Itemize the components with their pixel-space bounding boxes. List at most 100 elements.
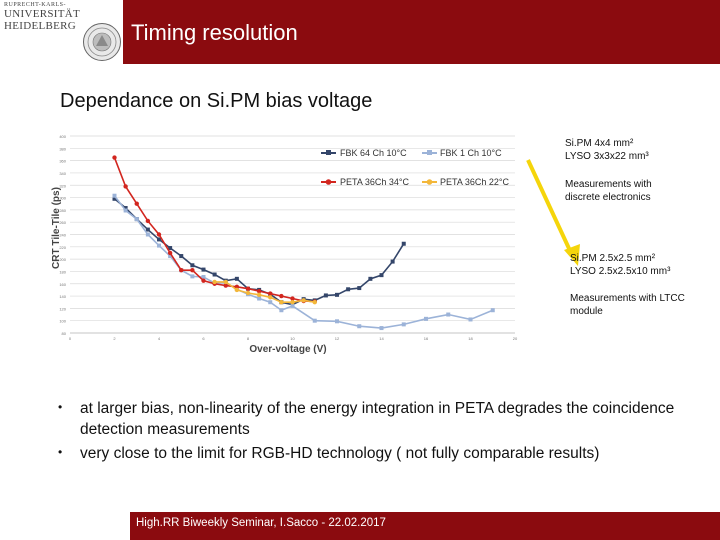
annotation-sipm-2-5: Si.PM 2.5x2.5 mm² LYSO 2.5x2.5x10 mm³ <box>570 252 670 278</box>
data-point <box>179 254 184 259</box>
y-tick-label: 220 <box>59 245 66 250</box>
university-seal-icon <box>83 23 121 61</box>
x-tick-label: 0 <box>69 336 72 341</box>
y-tick-label: 240 <box>59 233 66 238</box>
data-point <box>257 296 262 301</box>
data-point <box>490 308 495 313</box>
slide-subtitle: Dependance on Si.PM bias voltage <box>60 90 373 112</box>
y-tick-label: 360 <box>59 159 66 164</box>
data-point <box>368 276 373 281</box>
data-point <box>145 232 150 237</box>
y-tick-label: 80 <box>62 331 67 336</box>
y-axis-label: CRT Tile-Tile (ps) <box>51 187 62 269</box>
data-point <box>212 279 217 285</box>
data-point <box>290 300 295 305</box>
arrow-head-icon <box>564 244 580 266</box>
data-point <box>112 196 117 201</box>
x-tick-label: 20 <box>513 336 518 341</box>
y-tick-label: 100 <box>59 319 66 324</box>
data-point <box>379 326 384 331</box>
chart-series <box>112 155 495 331</box>
data-point <box>312 300 317 305</box>
data-point <box>357 324 362 329</box>
bullet-item: • very close to the limit for RGB-HD tec… <box>58 443 708 464</box>
y-tick-label: 280 <box>59 208 66 213</box>
data-point <box>245 290 251 296</box>
data-point <box>223 279 228 285</box>
x-tick-label: 14 <box>379 336 384 341</box>
bullet-item: • at larger bias, non-linearity of the e… <box>58 398 708 440</box>
annotation-discrete-line1: Measurements with <box>565 179 652 190</box>
bullet-text: very close to the limit for RGB-HD techn… <box>80 445 600 462</box>
data-point <box>201 274 206 279</box>
data-point <box>268 300 273 305</box>
footer-bar <box>130 512 720 540</box>
y-tick-label: 160 <box>59 282 66 287</box>
data-point <box>256 292 262 298</box>
y-tick-label: 380 <box>59 146 66 151</box>
data-point <box>157 237 161 242</box>
data-point <box>335 292 339 297</box>
data-point <box>401 322 406 327</box>
annotation-sipm-2-5-line1: Si.PM 2.5x2.5 mm² <box>570 253 656 264</box>
annotation-ltcc-line2: module <box>570 306 603 317</box>
bullet-dot-icon: • <box>58 445 63 459</box>
annotation-discrete-line2: discrete electronics <box>565 192 651 203</box>
x-axis-label: Over-voltage (V) <box>249 344 326 355</box>
arrow-shaft <box>526 159 574 256</box>
data-point <box>256 288 262 294</box>
data-point <box>401 241 406 246</box>
data-point <box>179 268 184 273</box>
data-point <box>279 308 284 313</box>
x-tick-label: 6 <box>202 336 205 341</box>
data-point <box>223 283 228 288</box>
university-line-1: RUPRECHT-KARLS- <box>4 2 66 8</box>
data-point <box>234 287 240 293</box>
data-point <box>312 318 317 323</box>
bullet-dot-icon: • <box>58 400 63 414</box>
university-wordmark: RUPRECHT-KARLS- UNIVERSITÄT HEIDELBERG <box>4 2 80 32</box>
x-tick-label: 10 <box>290 336 295 341</box>
y-tick-label: 180 <box>59 269 66 274</box>
chart-legend: FBK 64 Ch 10°C FBK 1 Ch 10°C PETA 36Ch 3… <box>321 148 509 187</box>
university-logo: RUPRECHT-KARLS- UNIVERSITÄT HEIDELBERG <box>0 0 80 66</box>
data-point <box>145 218 151 224</box>
x-tick-label: 8 <box>247 336 250 341</box>
data-point <box>234 284 240 290</box>
y-tick-label: 120 <box>59 306 66 311</box>
annotation-sipm-4x4-line2: LYSO 3x3x22 mm³ <box>565 151 649 162</box>
data-point <box>123 208 128 213</box>
legend-fbk-1: FBK 1 Ch 10°C <box>440 148 502 158</box>
data-point <box>279 300 284 305</box>
legend-fbk-64: FBK 64 Ch 10°C <box>340 148 407 158</box>
y-tick-labels: 400 380 360 340 320 300 280 260 240 220 200 180 160 1… <box>59 134 66 336</box>
data-point <box>134 201 139 206</box>
annotation-sipm-4x4-line1: Si.PM 4x4 mm² <box>565 138 634 149</box>
y-tick-label: 300 <box>59 196 66 201</box>
legend-peta-22: PETA 36Ch 22°C <box>440 177 509 187</box>
data-point <box>157 243 161 248</box>
annotation-sipm-2-5-line2: LYSO 2.5x2.5x10 mm³ <box>570 266 671 277</box>
annotation-ltcc: Measurements with LTCC module <box>570 292 685 318</box>
data-point <box>357 286 362 291</box>
y-tick-label: 140 <box>59 294 66 299</box>
annotation-sipm-4x4: Si.PM 4x4 mm² LYSO 3x3x22 mm³ <box>565 137 649 163</box>
data-point <box>335 319 339 324</box>
y-tick-label: 400 <box>59 134 66 139</box>
legend-peta-34: PETA 36Ch 34°C <box>340 177 409 187</box>
data-point <box>168 254 173 259</box>
footer-text: High.RR Biweekly Seminar, I.Sacco - 22.0… <box>136 517 386 529</box>
x-tick-labels: 0 2 4 6 8 10 12 14 16 18 20 <box>69 336 518 341</box>
x-tick-label: 12 <box>335 336 340 341</box>
data-point <box>301 298 306 303</box>
yellow-arrow <box>526 159 580 266</box>
data-point <box>134 217 139 222</box>
x-tick-label: 2 <box>113 336 116 341</box>
bullet-text: at larger bias, non-linearity of the ene… <box>80 400 675 438</box>
data-point <box>234 276 239 281</box>
y-tick-label: 260 <box>59 220 66 225</box>
annotation-discrete: Measurements with discrete electronics <box>565 178 652 204</box>
data-point <box>190 268 195 273</box>
chart-grid <box>70 135 515 334</box>
y-tick-label: 320 <box>59 183 66 188</box>
